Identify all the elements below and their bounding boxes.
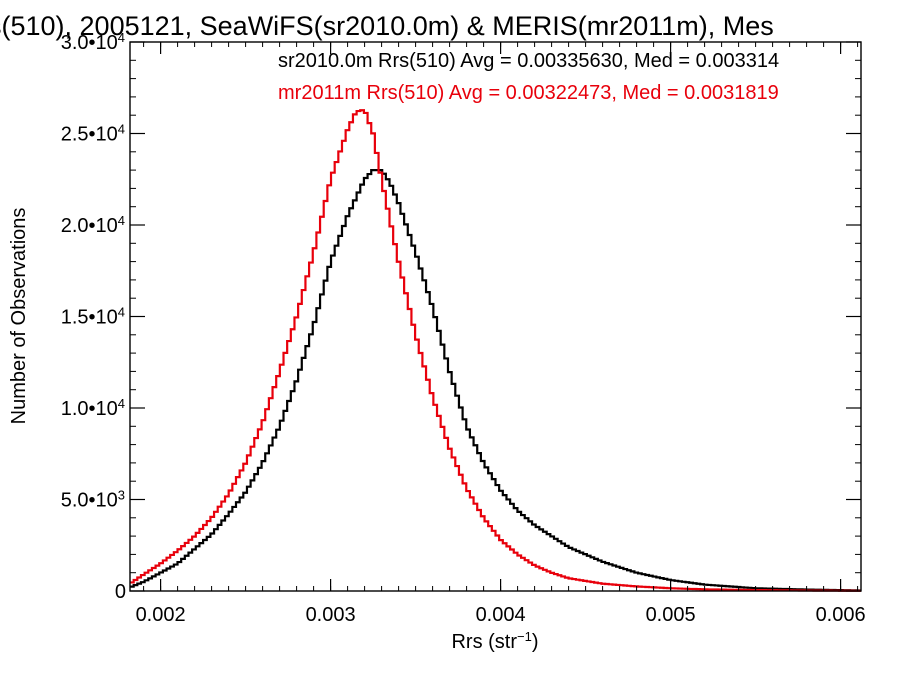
x-axis-label-sup: −1 — [517, 629, 532, 644]
x-tick-label: 0.003 — [306, 604, 356, 626]
y-tick-label: 0 — [115, 581, 126, 603]
legend-entry-meris: mr2011m Rrs(510) Avg = 0.00322473, Med =… — [278, 82, 779, 104]
y-tick-label: 2.0•104 — [61, 213, 125, 238]
y-tick-label: 1.0•104 — [61, 396, 125, 421]
legend: sr2010.0m Rrs(510) Avg = 0.00335630, Med… — [278, 50, 779, 104]
series-line-1 — [130, 109, 861, 592]
y-tick-label: 5.0•103 — [61, 487, 125, 512]
plot-area — [130, 109, 861, 592]
x-tick-label: 0.006 — [816, 604, 866, 626]
x-tick-label: 0.004 — [476, 604, 526, 626]
axes: 0.002 0.003 0.004 0.005 0.006 0 5.0•103 1.0•104… — [61, 30, 866, 627]
y-tick-label: 1.5•104 — [61, 304, 125, 329]
plot-frame — [129, 41, 862, 592]
x-tick-label: 0.002 — [136, 604, 186, 626]
x-axis-label: Rrs (str−1) — [451, 629, 538, 654]
y-tick-label: 2.5•104 — [61, 121, 125, 146]
legend-entry-seawifs: sr2010.0m Rrs(510) Avg = 0.00335630, Med… — [278, 50, 779, 72]
y-axis-label: Number of Observations — [8, 208, 30, 425]
x-axis-label-main: Rrs (str — [451, 631, 517, 653]
y-tick-label: 3.0•104 — [61, 30, 125, 55]
chart-title: s(510), 2005121, SeaWiFS(sr2010.0m) & ME… — [0, 11, 774, 41]
x-tick-label: 0.005 — [646, 604, 696, 626]
x-axis-label-tail: ) — [532, 631, 539, 653]
series-line-0 — [130, 169, 861, 592]
